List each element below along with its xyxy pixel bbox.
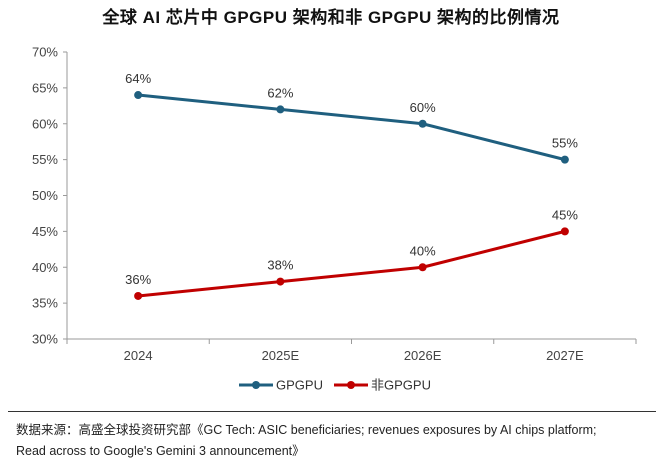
y-axis-ticks: 30% 35% 40% 45% 50% 55% 60% 65% 70%: [32, 45, 67, 347]
x-tick-label: 2027E: [546, 348, 584, 363]
data-point: [134, 91, 143, 100]
x-tick-label: 2025E: [262, 348, 300, 363]
source-divider: [8, 411, 656, 412]
data-label: 36%: [125, 272, 151, 287]
source-line-1: 数据来源：高盛全球投资研究部《GC Tech: ASIC beneficiari…: [16, 423, 597, 437]
y-tick-label: 35%: [32, 296, 58, 311]
y-tick-label: 60%: [32, 116, 58, 131]
y-tick-label: 45%: [32, 224, 58, 239]
chart-legend: GPGPU 非GPGPU: [239, 378, 431, 393]
data-label: 64%: [125, 71, 151, 86]
data-point: [560, 155, 569, 164]
legend-label: 非GPGPU: [371, 378, 431, 393]
chart-series: 64% 62% 60% 55% 36% 38% 40% 45%: [125, 71, 578, 300]
data-label: 55%: [552, 136, 578, 151]
y-tick-label: 55%: [32, 152, 58, 167]
x-tick-label: 2024: [124, 348, 153, 363]
chart-title: 全球 AI 芯片中 GPGPU 架构和非 GPGPU 架构的比例情况: [102, 8, 560, 27]
data-point: [418, 263, 427, 272]
series-line: [137, 229, 566, 298]
data-label: 38%: [267, 258, 293, 273]
data-label: 40%: [410, 243, 436, 258]
legend-label: GPGPU: [276, 378, 323, 393]
source-note: 数据来源：高盛全球投资研究部《GC Tech: ASIC beneficiari…: [16, 420, 656, 462]
source-line-2: Read across to Google's Gemini 3 announc…: [16, 444, 305, 458]
series-non-gpgpu: 36% 38% 40% 45%: [125, 207, 578, 300]
series-gpgpu: 64% 62% 60% 55%: [125, 71, 578, 164]
data-point: [276, 277, 285, 286]
legend-swatch-marker: [347, 381, 355, 389]
y-tick-label: 30%: [32, 332, 58, 347]
data-point: [560, 227, 569, 236]
legend-swatch-marker: [252, 381, 260, 389]
data-point: [418, 119, 427, 128]
y-tick-label: 70%: [32, 45, 58, 60]
data-point: [134, 291, 143, 300]
legend-item-non-gpgpu: 非GPGPU: [334, 378, 431, 393]
line-chart: 30%35%40%45%50%55%60%65%70% 2024 2025E 202…: [32, 45, 637, 393]
x-axis-ticks: 2024 2025E 2026E 2027E: [66, 339, 637, 363]
y-tick-label: 40%: [32, 260, 58, 275]
x-tick-label: 2026E: [404, 348, 442, 363]
data-label: 45%: [552, 207, 578, 222]
data-label: 60%: [410, 100, 436, 115]
data-label: 62%: [267, 85, 293, 100]
series-line: [137, 93, 566, 162]
data-point: [276, 105, 285, 114]
y-tick-label: 65%: [32, 80, 58, 95]
y-tick-label: 50%: [32, 188, 58, 203]
legend-item-gpgpu: GPGPU: [239, 378, 323, 393]
